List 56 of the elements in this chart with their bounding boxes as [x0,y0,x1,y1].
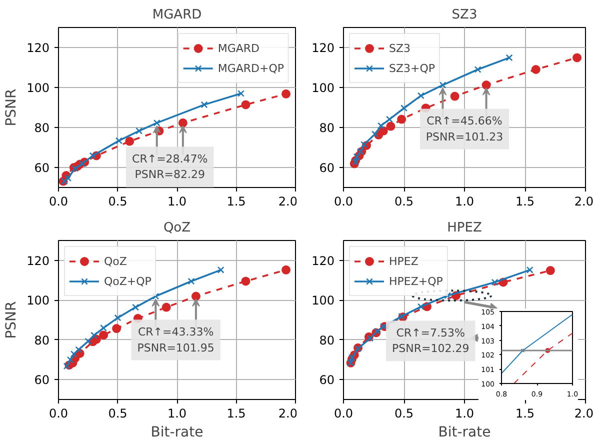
x-tick-label: 1.0 [167,194,187,208]
legend-label: QoZ [104,254,127,268]
y-tick-label: 80 [319,121,335,135]
legend-label: MGARD+QP [218,61,284,75]
annotation: CR↑=43.33% PSNR=101.95 [137,326,214,354]
legend-label: MGARD [218,41,260,55]
x-tick-label: 1.5 [226,194,246,208]
x-axis-title: Bit-rate [150,424,204,440]
y-tick-label: 60 [34,373,50,388]
x-tick-label: 0.5 [108,194,128,208]
legend-label: QoZ+QP [104,274,152,288]
y-tick-label: 60 [34,161,50,175]
legend-label: SZ3 [389,41,411,55]
x-tick-label: 2.0 [278,406,298,420]
chart-title: MGARD [152,8,202,22]
legend-label: HPEZ+QP [389,274,443,288]
y-tick-label: 80 [34,121,50,135]
x-tick-label: 2.0 [278,194,298,208]
x-tick-label: 1.0 [454,194,474,208]
y-tick-label: 100 [312,294,334,308]
annotation: CR↑=45.66% PSNR=101.23 [426,114,504,144]
x-tick-label: 2.0 [574,406,593,420]
x-axis-title: Bit-rate [438,424,491,440]
x-tick-label: 0.0 [48,406,68,420]
y-axis-title: PSNR [4,300,20,339]
y-tick-label: 60 [319,161,335,175]
x-tick-label: 1.0 [454,406,474,420]
chart-title: QoZ [163,220,191,236]
x-tick-label: 0.5 [108,406,128,420]
legend-label: HPEZ [389,254,418,268]
y-tick-label: 60 [319,373,335,388]
y-tick-label: 80 [319,333,335,348]
x-tick-label: 0.0 [334,194,354,208]
y-tick-label: 100 [26,294,50,308]
x-tick-label: 0.0 [334,406,354,420]
y-axis-title: PSNR [4,88,20,126]
annotation: CR↑=28.47% PSNR=82.29 [132,152,208,182]
y-tick-label: 80 [34,333,50,348]
y-tick-label: 120 [26,254,50,268]
y-tick-label: 120 [26,41,50,55]
x-tick-label: 1.5 [515,194,535,208]
x-tick-label: 0.5 [394,194,414,208]
x-tick-label: 0.0 [48,194,68,208]
annotation: CR↑=7.53% PSNR=102.29 [392,326,470,356]
y-tick-label: 100 [26,81,50,95]
y-tick-label: 120 [312,41,334,55]
y-tick-label: 100 [312,81,334,95]
x-tick-label: 1.5 [226,406,246,420]
x-tick-label: 2.0 [574,194,593,208]
chart-title: HPEZ [447,220,482,236]
y-tick-label: 120 [312,254,334,268]
x-tick-label: 1.0 [167,406,187,420]
x-tick-label: 0.5 [394,406,414,420]
chart-title: SZ3 [452,8,478,22]
legend-label: SZ3+QP [389,61,436,75]
x-tick-label: 1.5 [515,406,535,420]
